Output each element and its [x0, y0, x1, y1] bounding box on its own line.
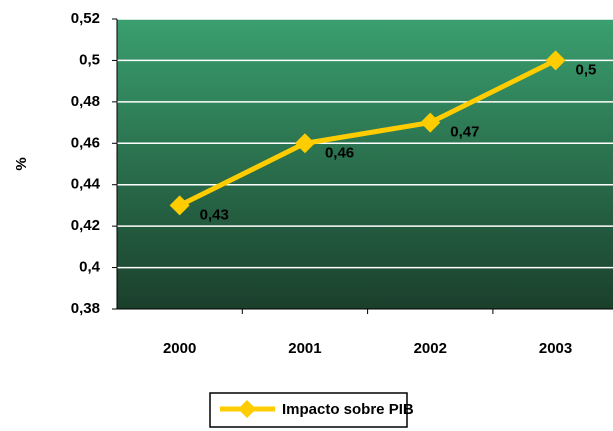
y-tick-label: 0,46 — [71, 134, 100, 151]
marker — [545, 50, 566, 71]
y-tick-label: 0,5 — [79, 51, 100, 68]
y-tick-label: 0,44 — [71, 176, 101, 193]
data-label: 0,47 — [450, 124, 479, 141]
data-label: 0,46 — [325, 144, 354, 161]
y-tick-label: 0,4 — [79, 259, 101, 276]
marker — [294, 133, 315, 154]
y-axis-label: % — [13, 157, 30, 170]
data-label: 0,43 — [200, 206, 229, 223]
y-tick-label: 0,52 — [71, 10, 100, 27]
marker — [169, 195, 190, 216]
x-tick-label: 2003 — [539, 340, 572, 357]
x-tick-label: 2000 — [163, 340, 196, 357]
y-tick-label: 0,48 — [71, 93, 100, 110]
marker — [420, 112, 441, 133]
line — [178, 58, 557, 208]
plot-area — [117, 19, 613, 309]
x-tick-label: 2001 — [288, 340, 321, 357]
data-label: 0,5 — [576, 61, 597, 78]
x-tick-label: 2002 — [414, 340, 447, 357]
legend-marker — [238, 400, 256, 418]
y-tick-label: 0,42 — [71, 217, 100, 234]
y-tick-label: 0,38 — [71, 300, 100, 317]
legend-label: Impacto sobre PIB — [282, 401, 414, 418]
